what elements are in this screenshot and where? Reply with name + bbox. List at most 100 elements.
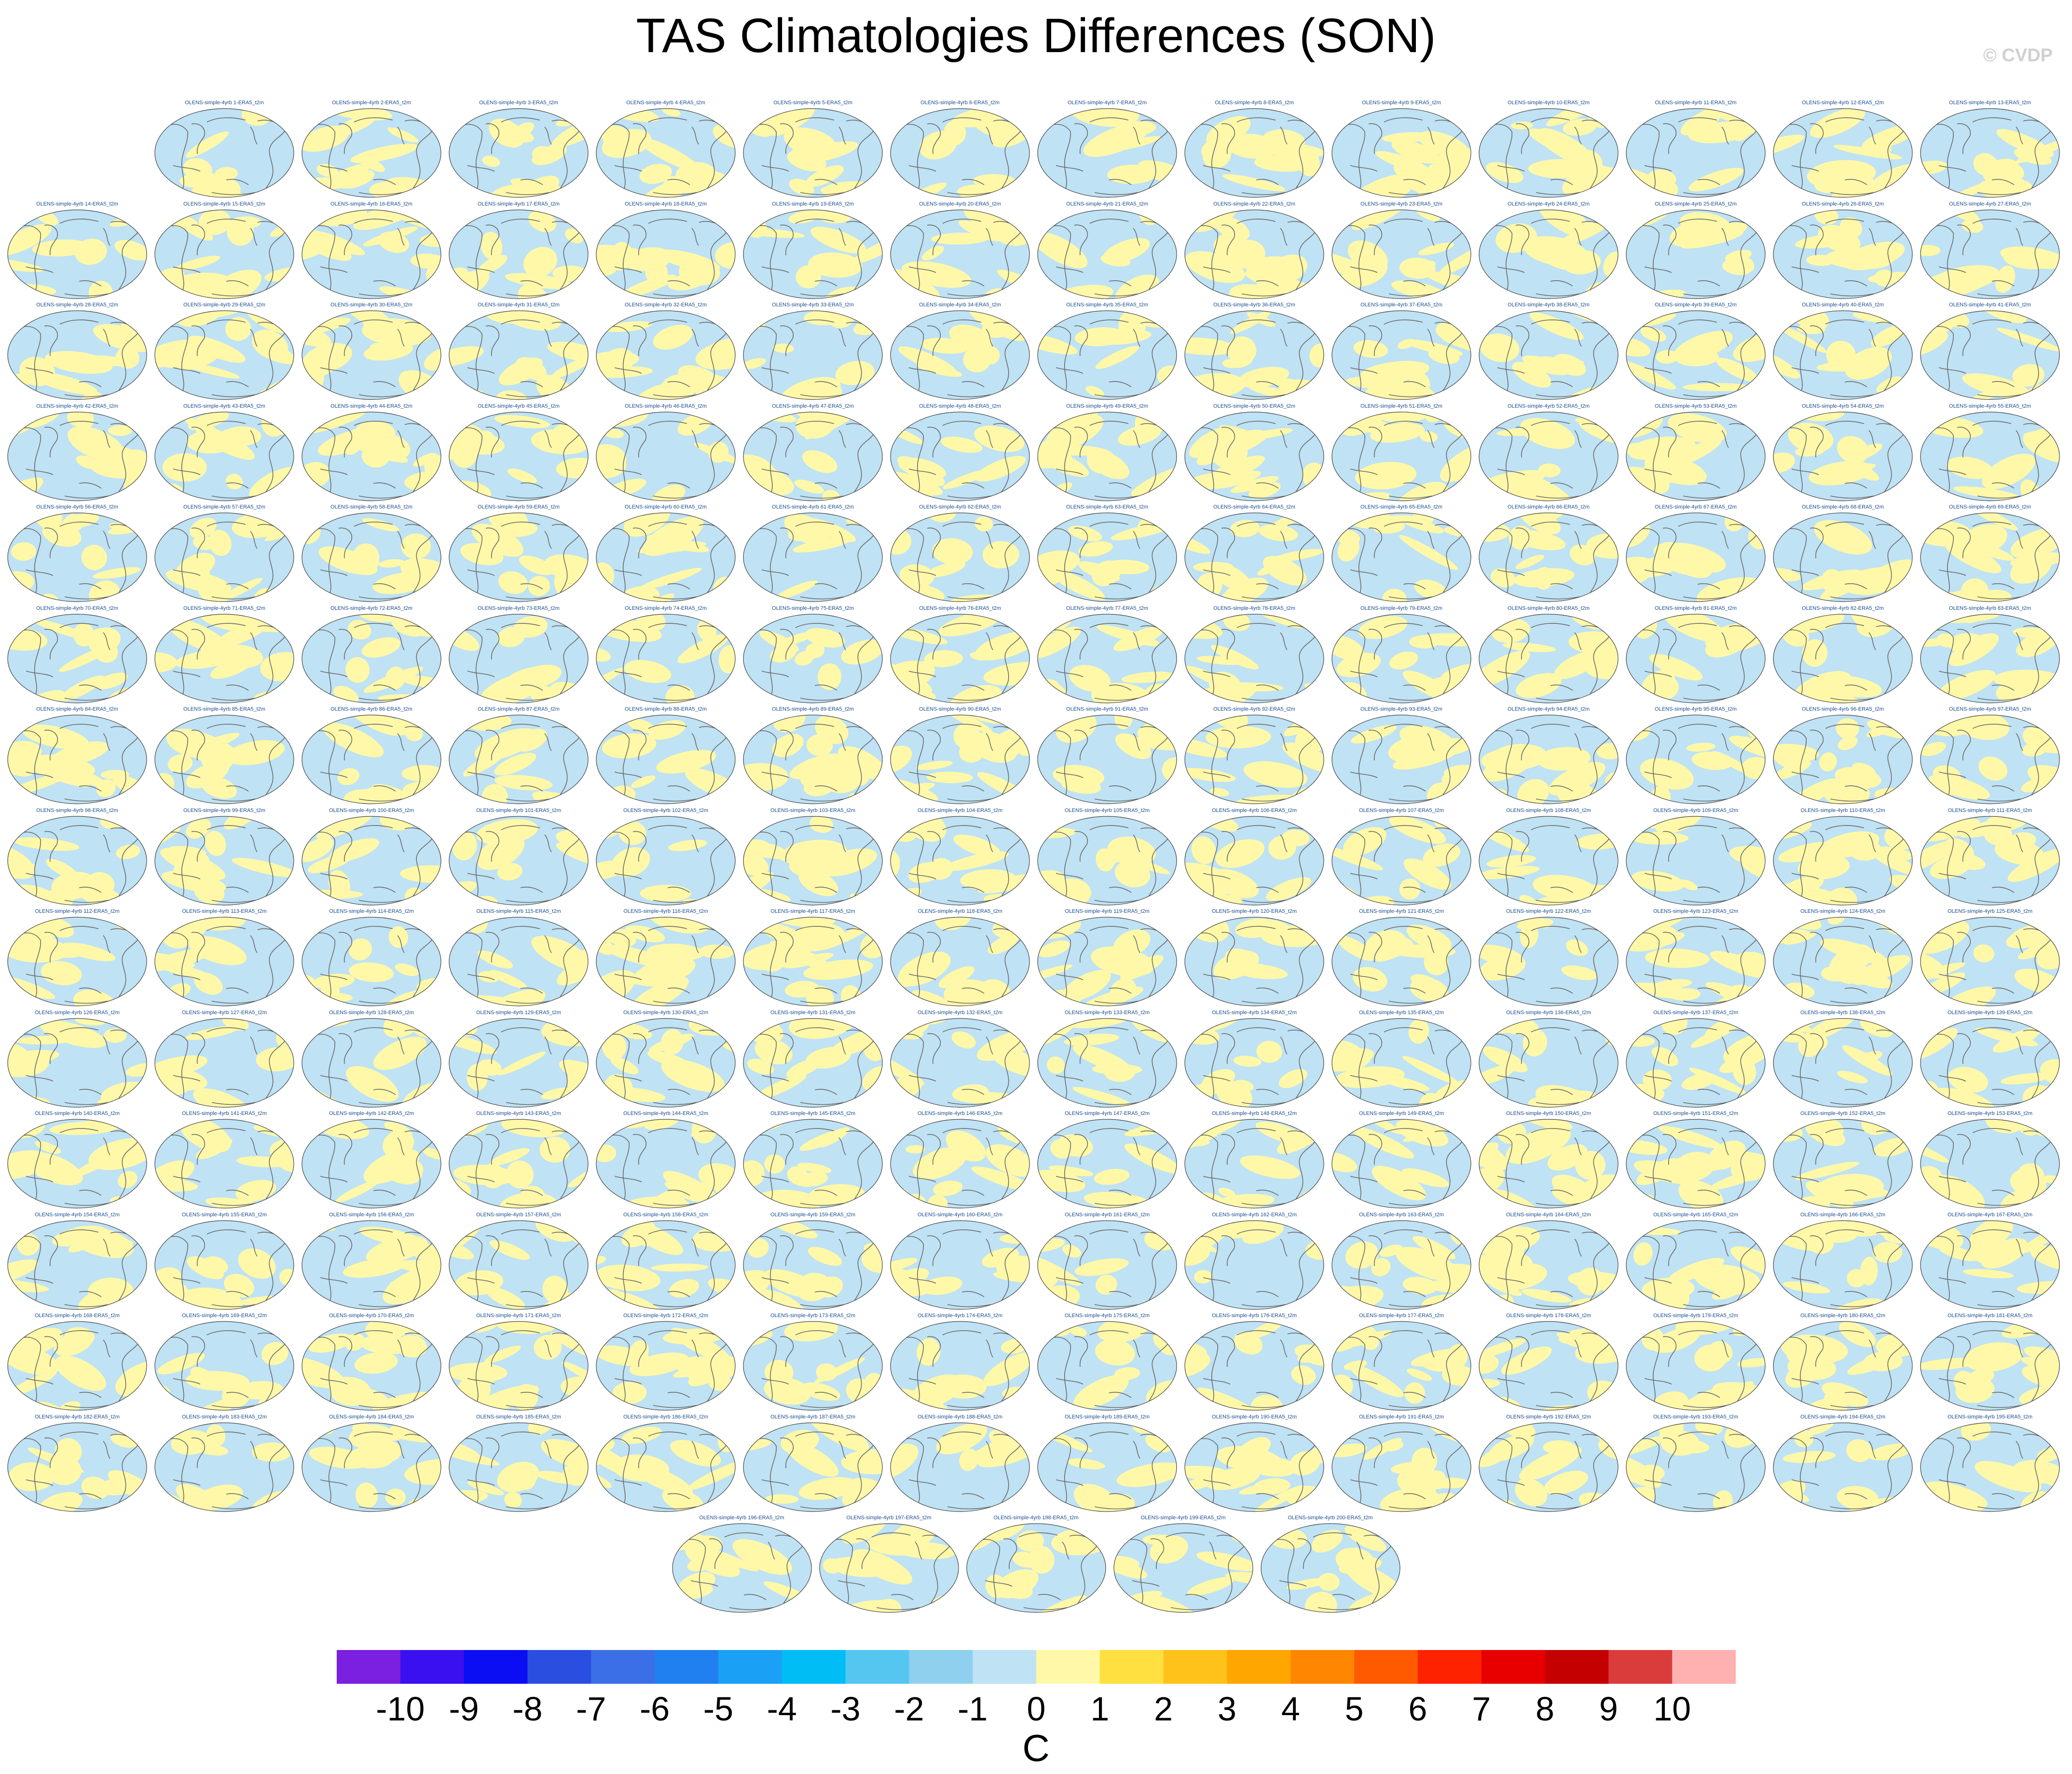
temperature-difference-map — [1479, 1018, 1619, 1108]
temperature-difference-map — [1184, 1018, 1324, 1108]
map-panel: OLENS-simple-4yrb 12-ERA5_t2m — [1772, 99, 1913, 198]
map-panel: OLENS-simple-4yrb 68-ERA5_t2m — [1772, 503, 1913, 603]
map-panel: OLENS-simple-4yrb 35-ERA5_t2m — [1037, 301, 1178, 400]
temperature-difference-map — [890, 512, 1030, 602]
map-panel: OLENS-simple-4yrb 199-ERA5_t2m — [1113, 1514, 1254, 1613]
temperature-difference-map — [890, 1018, 1030, 1108]
map-panel: OLENS-simple-4yrb 167-ERA5_t2m — [1920, 1211, 2060, 1310]
map-panel-title: OLENS-simple-4yrb 200-ERA5_t2m — [1288, 1515, 1373, 1521]
map-panel-title: OLENS-simple-4yrb 152-ERA5_t2m — [1800, 1111, 1886, 1116]
temperature-difference-map — [1037, 1018, 1177, 1108]
map-panel: OLENS-simple-4yrb 191-ERA5_t2m — [1331, 1413, 1472, 1513]
map-panel-title: OLENS-simple-4yrb 177-ERA5_t2m — [1358, 1313, 1444, 1319]
map-panel: OLENS-simple-4yrb 182-ERA5_t2m — [7, 1413, 148, 1513]
map-panel-title: OLENS-simple-4yrb 62-ERA5_t2m — [919, 504, 1001, 510]
map-panel-title: OLENS-simple-4yrb 75-ERA5_t2m — [772, 605, 854, 611]
map-panel-title: OLENS-simple-4yrb 3-ERA5_t2m — [479, 100, 558, 106]
map-panel-title: OLENS-simple-4yrb 174-ERA5_t2m — [917, 1313, 1003, 1319]
map-panel-title: OLENS-simple-4yrb 37-ERA5_t2m — [1360, 302, 1442, 308]
map-panel-title: OLENS-simple-4yrb 153-ERA5_t2m — [1947, 1111, 2033, 1116]
temperature-difference-map — [7, 1119, 147, 1209]
colorbar-tick-label: 0 — [1027, 1690, 1046, 1728]
map-panel-title: OLENS-simple-4yrb 188-ERA5_t2m — [917, 1414, 1003, 1420]
map-panel-title: OLENS-simple-4yrb 42-ERA5_t2m — [36, 403, 118, 409]
map-panel-title: OLENS-simple-4yrb 41-ERA5_t2m — [1949, 302, 2031, 308]
map-panel: OLENS-simple-4yrb 153-ERA5_t2m — [1920, 1110, 2060, 1209]
map-panel-title: OLENS-simple-4yrb 54-ERA5_t2m — [1802, 403, 1884, 409]
map-panel-title: OLENS-simple-4yrb 181-ERA5_t2m — [1947, 1313, 2033, 1319]
map-panel: OLENS-simple-4yrb 64-ERA5_t2m — [1184, 503, 1325, 603]
map-panel-title: OLENS-simple-4yrb 128-ERA5_t2m — [329, 1009, 414, 1016]
temperature-difference-map — [596, 1018, 736, 1108]
map-panel-title: OLENS-simple-4yrb 79-ERA5_t2m — [1360, 605, 1442, 611]
map-panel-title: OLENS-simple-4yrb 138-ERA5_t2m — [1800, 1009, 1886, 1016]
temperature-difference-map — [1184, 613, 1324, 703]
map-panel-title: OLENS-simple-4yrb 91-ERA5_t2m — [1066, 706, 1148, 712]
map-panel: OLENS-simple-4yrb 61-ERA5_t2m — [742, 503, 883, 603]
map-panel: OLENS-simple-4yrb 136-ERA5_t2m — [1478, 1009, 1619, 1108]
temperature-difference-map — [743, 310, 883, 400]
map-panel-title: OLENS-simple-4yrb 22-ERA5_t2m — [1213, 201, 1295, 207]
map-panel-title: OLENS-simple-4yrb 43-ERA5_t2m — [183, 403, 265, 409]
temperature-difference-map — [743, 613, 883, 703]
temperature-difference-map — [1920, 310, 2060, 400]
map-panel: OLENS-simple-4yrb 10-ERA5_t2m — [1478, 99, 1619, 198]
map-panel: OLENS-simple-4yrb 77-ERA5_t2m — [1037, 605, 1178, 704]
colorbar-swatch — [464, 1650, 528, 1684]
map-panel-title: OLENS-simple-4yrb 78-ERA5_t2m — [1213, 605, 1295, 611]
map-panel-title: OLENS-simple-4yrb 35-ERA5_t2m — [1066, 302, 1148, 308]
temperature-difference-map — [596, 310, 736, 400]
colorbar-swatch — [591, 1650, 655, 1684]
map-panel: OLENS-simple-4yrb 27-ERA5_t2m — [1920, 200, 2060, 300]
map-panel-title: OLENS-simple-4yrb 45-ERA5_t2m — [478, 403, 560, 409]
map-panel-title: OLENS-simple-4yrb 137-ERA5_t2m — [1653, 1009, 1739, 1016]
map-panel-title: OLENS-simple-4yrb 185-ERA5_t2m — [476, 1414, 562, 1420]
temperature-difference-map — [302, 917, 441, 1006]
temperature-difference-map — [890, 715, 1030, 804]
map-panel-title: OLENS-simple-4yrb 190-ERA5_t2m — [1211, 1414, 1297, 1420]
map-panel-title: OLENS-simple-4yrb 10-ERA5_t2m — [1508, 100, 1590, 106]
temperature-difference-map — [154, 1422, 294, 1512]
temperature-difference-map — [154, 1321, 294, 1411]
map-panel: OLENS-simple-4yrb 22-ERA5_t2m — [1184, 200, 1325, 300]
map-panel-title: OLENS-simple-4yrb 182-ERA5_t2m — [34, 1414, 120, 1420]
map-panel: OLENS-simple-4yrb 162-ERA5_t2m — [1184, 1211, 1325, 1310]
temperature-difference-map — [1331, 411, 1471, 501]
temperature-difference-map — [1184, 512, 1324, 602]
map-panel: OLENS-simple-4yrb 3-ERA5_t2m — [448, 99, 589, 198]
map-panel: OLENS-simple-4yrb 102-ERA5_t2m — [595, 807, 736, 906]
temperature-difference-map — [302, 209, 441, 299]
colorbar-swatch — [845, 1650, 909, 1684]
temperature-difference-map — [743, 512, 883, 602]
map-panel-title: OLENS-simple-4yrb 114-ERA5_t2m — [329, 908, 414, 914]
map-panel-title: OLENS-simple-4yrb 197-ERA5_t2m — [846, 1515, 932, 1521]
colorbar-tick-label: 6 — [1408, 1690, 1427, 1728]
temperature-difference-map — [1331, 815, 1471, 906]
map-panel: OLENS-simple-4yrb 110-ERA5_t2m — [1772, 807, 1913, 906]
map-panel-title: OLENS-simple-4yrb 17-ERA5_t2m — [478, 201, 560, 207]
temperature-difference-map — [1773, 715, 1913, 804]
map-panel-title: OLENS-simple-4yrb 151-ERA5_t2m — [1653, 1111, 1739, 1116]
temperature-difference-map — [1037, 815, 1177, 906]
colorbar-swatch — [973, 1650, 1037, 1684]
temperature-difference-map — [1331, 209, 1471, 299]
map-panel: OLENS-simple-4yrb 100-ERA5_t2m — [301, 807, 442, 906]
temperature-difference-map — [1184, 209, 1324, 299]
map-panel: OLENS-simple-4yrb 183-ERA5_t2m — [154, 1413, 295, 1513]
map-panel: OLENS-simple-4yrb 72-ERA5_t2m — [301, 605, 442, 704]
map-panel: OLENS-simple-4yrb 4-ERA5_t2m — [595, 99, 736, 198]
map-panel-title: OLENS-simple-4yrb 24-ERA5_t2m — [1508, 201, 1590, 207]
map-panel: OLENS-simple-4yrb 187-ERA5_t2m — [742, 1413, 883, 1513]
temperature-difference-map — [1773, 411, 1913, 501]
map-panel: OLENS-simple-4yrb 5-ERA5_t2m — [742, 99, 883, 198]
map-panel-title: OLENS-simple-4yrb 88-ERA5_t2m — [625, 706, 707, 712]
map-panel: OLENS-simple-4yrb 54-ERA5_t2m — [1772, 402, 1913, 502]
map-panel: OLENS-simple-4yrb 163-ERA5_t2m — [1331, 1211, 1472, 1310]
map-panel-title: OLENS-simple-4yrb 86-ERA5_t2m — [330, 706, 412, 712]
temperature-difference-map — [1920, 1018, 2060, 1108]
temperature-difference-map — [1626, 815, 1766, 906]
map-panel-title: OLENS-simple-4yrb 51-ERA5_t2m — [1360, 403, 1442, 409]
map-panel: OLENS-simple-4yrb 175-ERA5_t2m — [1037, 1312, 1178, 1411]
map-panel: OLENS-simple-4yrb 127-ERA5_t2m — [154, 1009, 295, 1108]
map-panel: OLENS-simple-4yrb 109-ERA5_t2m — [1625, 807, 1766, 906]
